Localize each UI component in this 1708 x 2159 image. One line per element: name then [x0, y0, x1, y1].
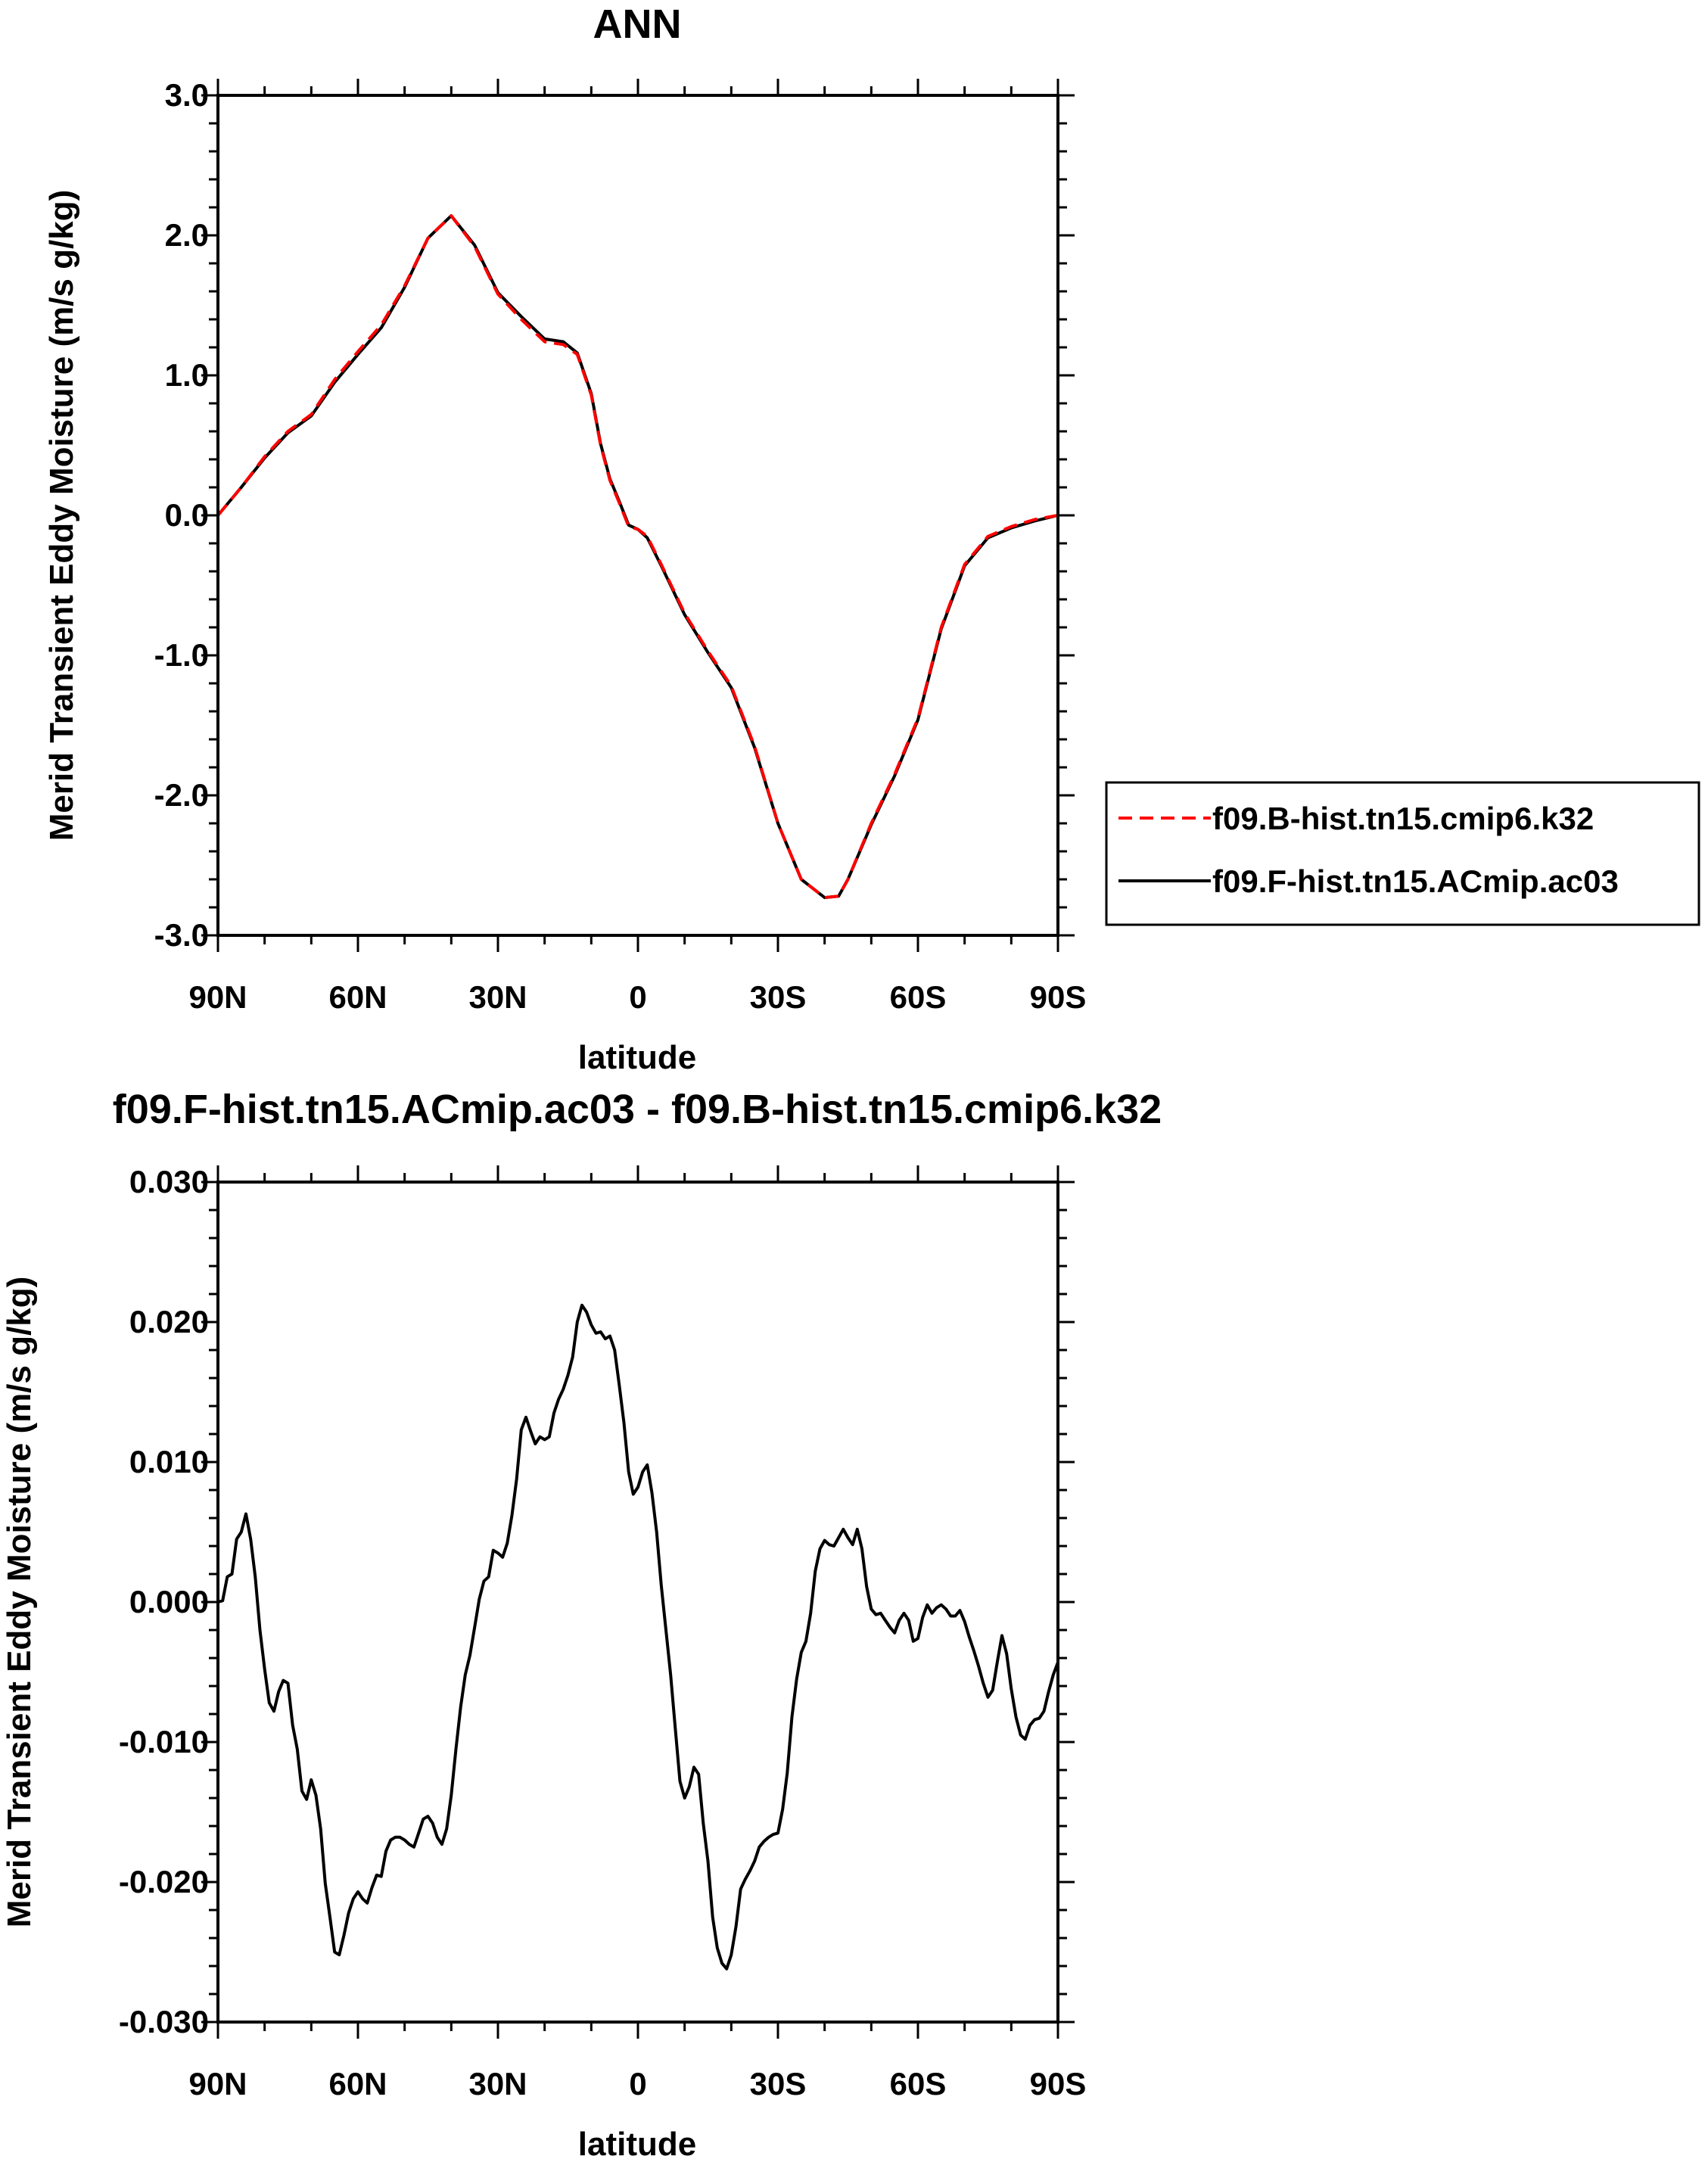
plot-area	[216, 214, 1059, 900]
legend: f09.B-hist.tn15.cmip6.k32 f09.F-hist.tn1…	[1105, 781, 1700, 926]
x-tick-label: 90S	[1030, 979, 1087, 1015]
x-tick-label: 30S	[750, 979, 807, 1015]
x-tick-label: 0	[629, 979, 646, 1015]
y-tick-labels: 3.0 2.0 1.0 0.0 -1.0 -2.0 -3.0	[154, 77, 209, 953]
x-tick-label: 30S	[750, 2066, 807, 2101]
x-tick-label: 60S	[890, 979, 947, 1015]
y-tick-label: 0.000	[129, 1584, 209, 1619]
tick-marks	[201, 79, 1075, 952]
series-line-0	[217, 1303, 1059, 1971]
plot-area	[217, 1303, 1059, 1971]
x-tick-label: 0	[629, 2066, 646, 2101]
x-tick-label: 90S	[1030, 2066, 1087, 2101]
y-tick-label: 0.0	[165, 497, 209, 533]
x-tick-label: 90N	[188, 2066, 247, 2101]
legend-box	[1105, 781, 1700, 926]
panel-annual-mean: ANN 90N 60N 30N 0 30S 60S 90S 3.0 2.0 1.0 0.0 -1.0…	[43, 2, 1700, 1076]
x-tick-label: 60N	[328, 979, 387, 1015]
y-tick-label: 3.0	[165, 77, 209, 113]
x-tick-labels: 90N 60N 30N 0 30S 60S 90S	[188, 979, 1086, 1015]
panel-difference: f09.F-hist.tn15.ACmip.ac03 - f09.B-hist.…	[1, 1087, 1162, 2159]
tick-marks	[201, 1165, 1075, 2039]
x-tick-label: 30N	[468, 2066, 527, 2101]
x-tick-label: 30N	[468, 979, 527, 1015]
y-tick-labels: 0.030 0.020 0.010 0.000 -0.010 -0.020 -0.030	[119, 1164, 209, 2039]
y-tick-label: 1.0	[165, 357, 209, 393]
legend-label-f-hist: f09.F-hist.tn15.ACmip.ac03	[1212, 863, 1619, 899]
x-axis-label: latitude	[578, 1039, 696, 1076]
chart-title: ANN	[593, 2, 682, 47]
x-tick-labels: 90N 60N 30N 0 30S 60S 90S	[188, 2066, 1086, 2101]
legend-label-b-hist: f09.B-hist.tn15.cmip6.k32	[1212, 801, 1594, 836]
y-tick-label: -3.0	[154, 917, 209, 953]
x-tick-label: 60S	[890, 2066, 947, 2101]
y-tick-label: 0.020	[129, 1304, 209, 1339]
x-tick-label: 60N	[328, 2066, 387, 2101]
y-tick-label: -0.010	[119, 1724, 209, 1759]
y-tick-label: 0.030	[129, 1164, 209, 1199]
y-tick-label: -0.020	[119, 1864, 209, 1899]
series-line-1	[216, 214, 1059, 900]
y-tick-label: -1.0	[154, 637, 209, 673]
y-axis-label: Merid Transient Eddy Moisture (m/s g/kg)	[43, 190, 80, 842]
chart-title: f09.F-hist.tn15.ACmip.ac03 - f09.B-hist.…	[113, 1087, 1162, 1132]
y-tick-label: -0.030	[119, 2004, 209, 2039]
x-axis-label: latitude	[578, 2126, 696, 2159]
x-tick-label: 90N	[188, 979, 247, 1015]
y-axis-label: Merid Transient Eddy Moisture (m/s g/kg)	[1, 1277, 38, 1928]
y-tick-label: 0.010	[129, 1444, 209, 1479]
y-tick-label: 2.0	[165, 217, 209, 253]
y-tick-label: -2.0	[154, 777, 209, 813]
